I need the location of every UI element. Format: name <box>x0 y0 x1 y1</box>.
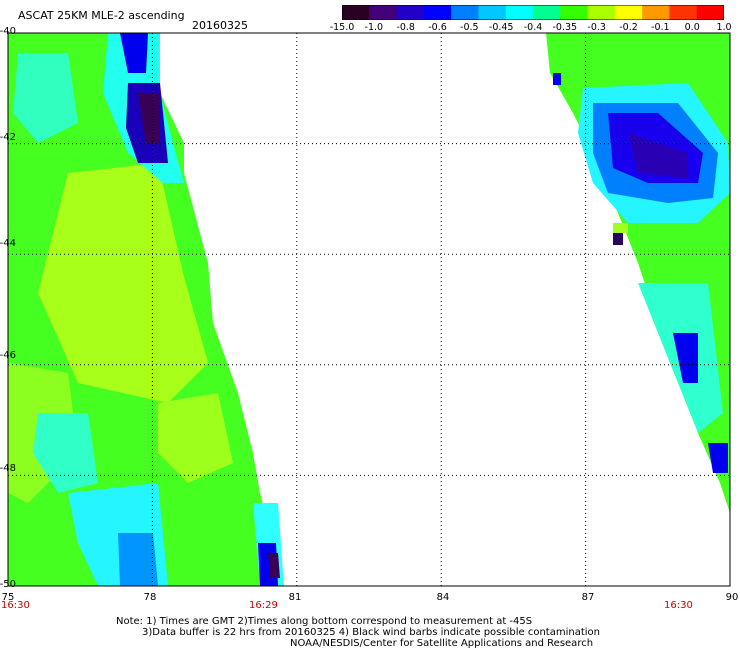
map-title: ASCAT 25KM MLE-2 ascending <box>18 9 185 22</box>
y-tick-label: -50 <box>0 579 16 590</box>
colorbar-label: -0.8 <box>396 22 415 33</box>
time-label-right: 16:30 <box>664 600 693 611</box>
colorbar-label: -15.0 <box>329 22 355 33</box>
colorbar-swatch <box>423 5 452 20</box>
x-tick-label: 87 <box>581 592 595 603</box>
colorbar-swatch <box>669 5 698 20</box>
map-date: 20160325 <box>192 19 248 32</box>
swath-left-features <box>8 33 284 586</box>
colorbar-label: -0.6 <box>428 22 447 33</box>
colorbar-swatch <box>696 5 724 20</box>
plot-border <box>7 32 731 587</box>
colorbar-label: -0.35 <box>552 22 578 33</box>
colorbar-swatch <box>396 5 425 20</box>
gridlines <box>8 33 730 586</box>
colorbar-swatch <box>369 5 398 20</box>
colorbar-swatch <box>560 5 589 20</box>
swath-right-features <box>553 73 730 473</box>
note-line-1: Note: 1) Times are GMT 2)Times along bot… <box>116 616 533 627</box>
colorbar-label: -1.0 <box>364 22 384 33</box>
y-tick-label: -40 <box>0 26 16 37</box>
y-tick-label: -44 <box>0 238 16 249</box>
colorbar-swatch <box>478 5 507 20</box>
colorbar-swatch <box>342 5 370 20</box>
colorbar-label: -0.1 <box>651 22 670 33</box>
colorbar-swatch <box>642 5 670 20</box>
colorbar-label: -0.3 <box>587 22 606 33</box>
time-label-left: 16:30 <box>1 600 30 611</box>
colorbar-label: -0.5 <box>460 22 479 33</box>
map-plot <box>7 32 731 587</box>
colorbar-label: 1.0 <box>716 22 732 33</box>
colorbar-label: -0.45 <box>488 22 514 33</box>
colorbar-swatch <box>451 5 479 20</box>
y-tick-label: -46 <box>0 350 16 361</box>
y-tick-label: -48 <box>0 463 16 474</box>
colorbar-label: -0.2 <box>619 22 638 33</box>
colorbar-label: -0.4 <box>523 22 543 33</box>
x-tick-label: 84 <box>436 592 450 603</box>
colorbar <box>342 5 724 20</box>
colorbar-swatch <box>587 5 616 20</box>
note-line-2: 3)Data buffer is 22 hrs from 20160325 4)… <box>142 627 600 638</box>
x-tick-label: 78 <box>143 592 157 603</box>
x-tick-label: 75 <box>1 592 15 603</box>
colorbar-swatch <box>614 5 643 20</box>
x-tick-label: 81 <box>288 592 302 603</box>
colorbar-swatch <box>533 5 561 20</box>
x-tick-label: 90 <box>725 592 739 603</box>
y-tick-label: -42 <box>0 132 16 143</box>
colorbar-label: 0.0 <box>684 22 700 33</box>
note-line-3: NOAA/NESDIS/Center for Satellite Applica… <box>290 638 594 649</box>
time-label-mid: 16:29 <box>249 600 278 611</box>
colorbar-swatch <box>505 5 534 20</box>
